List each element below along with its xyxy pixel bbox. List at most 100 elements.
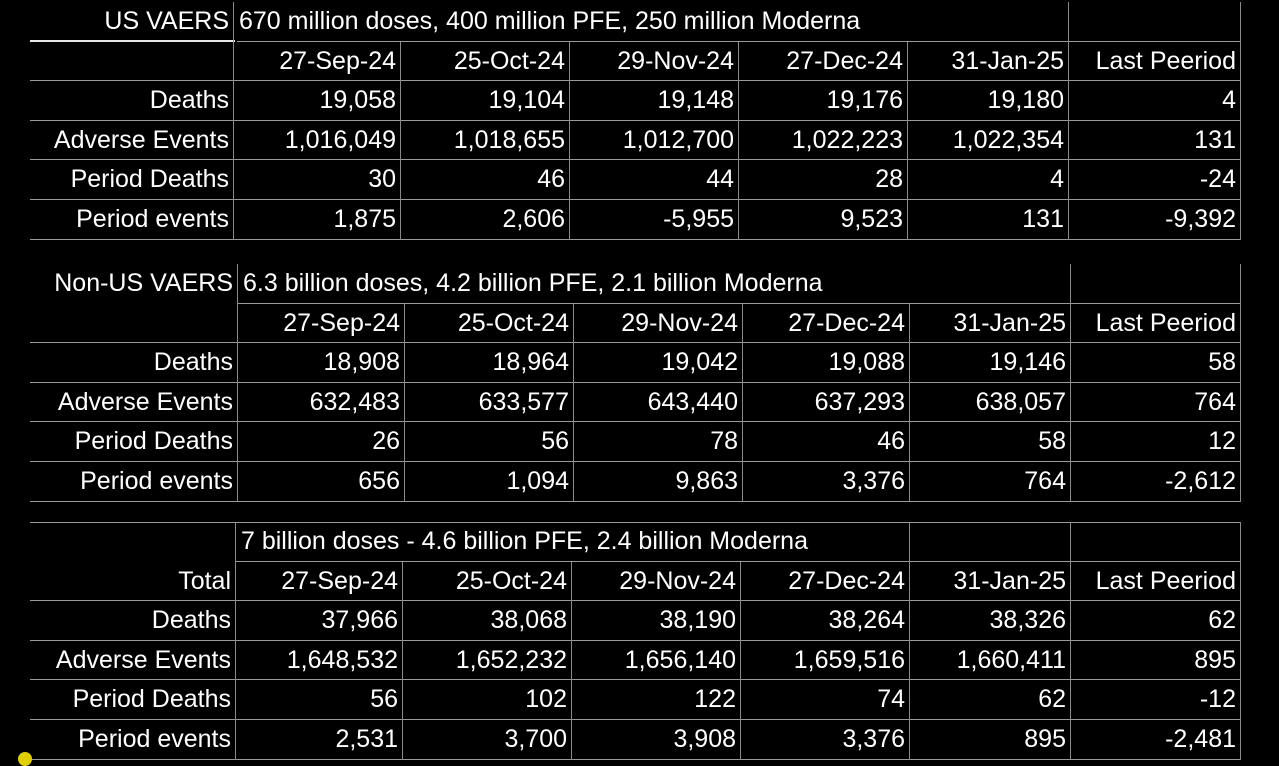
table-cell[interactable]: 1,016,049 [284, 125, 396, 154]
table-cell[interactable]: 19,088 [828, 348, 905, 377]
column-header[interactable]: 29-Nov-24 [617, 46, 734, 75]
row-label[interactable]: Period events [78, 725, 231, 753]
table-cell[interactable]: 1,018,655 [453, 125, 565, 154]
column-header[interactable]: Last Peeriod [1095, 46, 1236, 75]
table-label[interactable] [30, 522, 235, 562]
row-label[interactable]: Deaths [151, 606, 231, 635]
table-cell[interactable]: 18,908 [323, 348, 400, 377]
table-cell[interactable]: 122 [694, 685, 736, 714]
row-label[interactable]: Period Deaths [72, 685, 231, 714]
column-header[interactable]: 27-Sep-24 [281, 566, 398, 595]
table-cell[interactable]: -9,392 [1165, 205, 1236, 233]
row-label[interactable]: Period events [80, 467, 233, 495]
column-header[interactable]: Last Peeriod [1095, 308, 1236, 337]
row-label[interactable]: Adverse Events [57, 387, 233, 416]
table-cell[interactable]: 56 [370, 685, 398, 714]
table-cell[interactable]: 3,908 [673, 725, 736, 753]
table-cell[interactable]: 19,104 [488, 86, 565, 115]
table-cell[interactable]: -5,955 [663, 205, 734, 233]
table-cell[interactable]: -2,612 [1165, 467, 1236, 495]
column-header[interactable]: 31-Jan-25 [951, 46, 1064, 75]
table-cell[interactable]: 895 [1024, 725, 1066, 753]
table-cell[interactable]: 3,376 [842, 467, 905, 495]
table-cell[interactable]: 131 [1022, 205, 1064, 233]
column-header[interactable]: Last Peeriod [1095, 566, 1236, 595]
column-header[interactable]: 31-Jan-25 [953, 308, 1066, 337]
table-cell[interactable]: 2,531 [335, 725, 398, 753]
row-label[interactable]: Period Deaths [74, 427, 233, 456]
table-cell[interactable]: -2,481 [1165, 725, 1236, 753]
table-cell[interactable]: -12 [1199, 685, 1236, 714]
table-note[interactable]: 670 million doses, 400 million PFE, 250 … [239, 7, 861, 35]
table-cell[interactable]: 764 [1194, 387, 1236, 416]
table-cell[interactable]: 131 [1194, 125, 1236, 154]
table-note[interactable]: 7 billion doses - 4.6 billion PFE, 2.4 b… [241, 527, 808, 555]
table-cell[interactable]: 895 [1194, 645, 1236, 674]
table-cell[interactable]: 38,190 [659, 606, 736, 635]
table-cell[interactable]: 19,146 [989, 348, 1066, 377]
table-cell[interactable]: 3,700 [504, 725, 567, 753]
table-cell[interactable]: 74 [877, 685, 905, 714]
table-cell[interactable]: 62 [1208, 606, 1236, 635]
header-label[interactable]: Total [178, 566, 231, 595]
table-cell[interactable]: 37,966 [321, 606, 398, 635]
table-cell[interactable]: 58 [1038, 427, 1066, 456]
row-label[interactable]: Deaths [153, 348, 233, 377]
column-header[interactable]: 25-Oct-24 [455, 566, 567, 595]
table-cell[interactable]: 638,057 [975, 387, 1066, 416]
table-cell[interactable]: 19,180 [987, 86, 1064, 115]
table-cell[interactable]: 764 [1024, 467, 1066, 495]
table-cell[interactable]: 1,659,516 [793, 645, 905, 674]
column-header[interactable]: 25-Oct-24 [453, 46, 565, 75]
table-cell[interactable]: 3,376 [842, 725, 905, 753]
table-label[interactable]: Non-US VAERS [54, 269, 233, 297]
table-cell[interactable]: 4 [1050, 165, 1064, 194]
column-header[interactable]: 29-Nov-24 [621, 308, 738, 337]
header-label[interactable] [30, 42, 233, 82]
table-cell[interactable]: 38,068 [490, 606, 567, 635]
table-cell[interactable]: 58 [1208, 348, 1236, 377]
table-cell[interactable]: 19,042 [661, 348, 738, 377]
table-cell[interactable]: 656 [358, 467, 400, 495]
column-header[interactable]: 27-Sep-24 [283, 308, 400, 337]
table-cell[interactable]: 4 [1222, 86, 1236, 115]
table-cell[interactable]: 38,264 [828, 606, 905, 635]
column-header[interactable]: 27-Dec-24 [788, 566, 905, 595]
table-cell[interactable]: 633,577 [478, 387, 569, 416]
table-cell[interactable]: 2,606 [502, 205, 565, 233]
table-cell[interactable]: 46 [877, 427, 905, 456]
table-cell[interactable]: 62 [1038, 685, 1066, 714]
table-cell[interactable]: 1,656,140 [624, 645, 736, 674]
column-header[interactable]: 25-Oct-24 [457, 308, 569, 337]
table-cell[interactable]: 38,326 [989, 606, 1066, 635]
table-note[interactable]: 6.3 billion doses, 4.2 billion PFE, 2.1 … [243, 269, 823, 297]
table-cell[interactable]: 1,660,411 [956, 645, 1066, 674]
table-cell[interactable]: 643,440 [647, 387, 738, 416]
table-cell[interactable]: 19,176 [826, 86, 903, 115]
table-cell[interactable]: 632,483 [309, 387, 400, 416]
table-cell[interactable]: 12 [1208, 427, 1236, 456]
table-cell[interactable]: 26 [372, 427, 400, 456]
column-header[interactable]: 27-Sep-24 [279, 46, 396, 75]
table-cell[interactable]: 56 [541, 427, 569, 456]
table-cell[interactable]: 9,523 [840, 205, 903, 233]
table-cell[interactable]: 18,964 [492, 348, 569, 377]
column-header[interactable]: 29-Nov-24 [619, 566, 736, 595]
table-cell[interactable]: 9,863 [675, 467, 738, 495]
table-cell[interactable]: 30 [368, 165, 396, 194]
table-cell[interactable]: 1,875 [333, 205, 396, 233]
table-cell[interactable]: 1,652,232 [455, 645, 567, 674]
table-cell[interactable]: 1,022,354 [952, 125, 1064, 154]
table-cell[interactable]: 1,648,532 [286, 645, 398, 674]
table-cell[interactable]: 19,058 [319, 86, 396, 115]
table-cell[interactable]: 46 [537, 165, 565, 194]
table-cell[interactable]: 44 [706, 165, 734, 194]
row-label[interactable]: Period Deaths [70, 165, 229, 194]
row-label[interactable]: Period events [76, 205, 229, 233]
column-header[interactable]: 27-Dec-24 [788, 308, 905, 337]
row-label[interactable]: Adverse Events [55, 645, 231, 674]
header-label[interactable] [30, 304, 237, 344]
column-header[interactable]: 27-Dec-24 [786, 46, 903, 75]
row-label[interactable]: Adverse Events [53, 125, 229, 154]
table-cell[interactable]: 78 [710, 427, 738, 456]
